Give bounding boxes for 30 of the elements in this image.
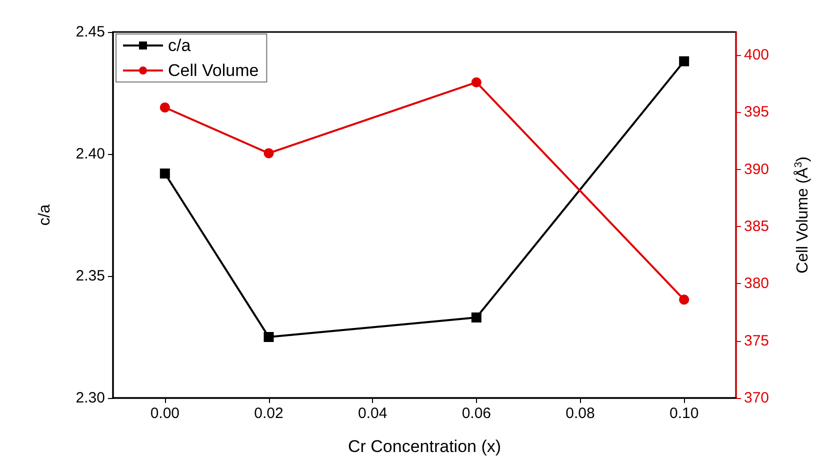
y-tick-label: 2.40: [76, 146, 105, 162]
x-tick-label: 0.02: [254, 405, 284, 422]
point: [471, 77, 482, 88]
y-tick-label: 2.45: [76, 24, 105, 40]
y2-axis-title: Cell Volume (Å3): [794, 156, 812, 274]
point: [264, 148, 274, 158]
y2-tick-label: 385: [744, 218, 770, 235]
y2-tick-label: 380: [744, 275, 770, 292]
point: [679, 56, 690, 66]
point: [679, 294, 690, 305]
legend-label: Cell Volume: [168, 61, 259, 80]
y2-tick-label: 370: [744, 390, 770, 406]
x-tick-label: 0.04: [358, 405, 388, 422]
point: [471, 312, 482, 322]
legend-label: c/a: [168, 36, 192, 55]
point: [160, 168, 170, 179]
x-axis-title: Cr Concentration (x): [348, 437, 502, 456]
x-tick-label: 0.10: [669, 405, 699, 422]
x-tick-label: 0.06: [462, 405, 492, 422]
y-tick-label: 2.35: [76, 268, 105, 284]
y2-tick-label: 395: [744, 104, 770, 121]
y-axis-title: c/a: [36, 204, 54, 226]
point: [160, 102, 170, 112]
y-tick-label: 2.30: [76, 390, 105, 406]
point: [264, 332, 274, 342]
x-tick-label: 0.08: [566, 405, 595, 422]
x-tick-label: 0.00: [150, 405, 180, 422]
y2-tick-label: 390: [744, 160, 770, 178]
y2-tick-label: 400: [744, 46, 770, 64]
y2-tick-label: 375: [744, 332, 770, 350]
